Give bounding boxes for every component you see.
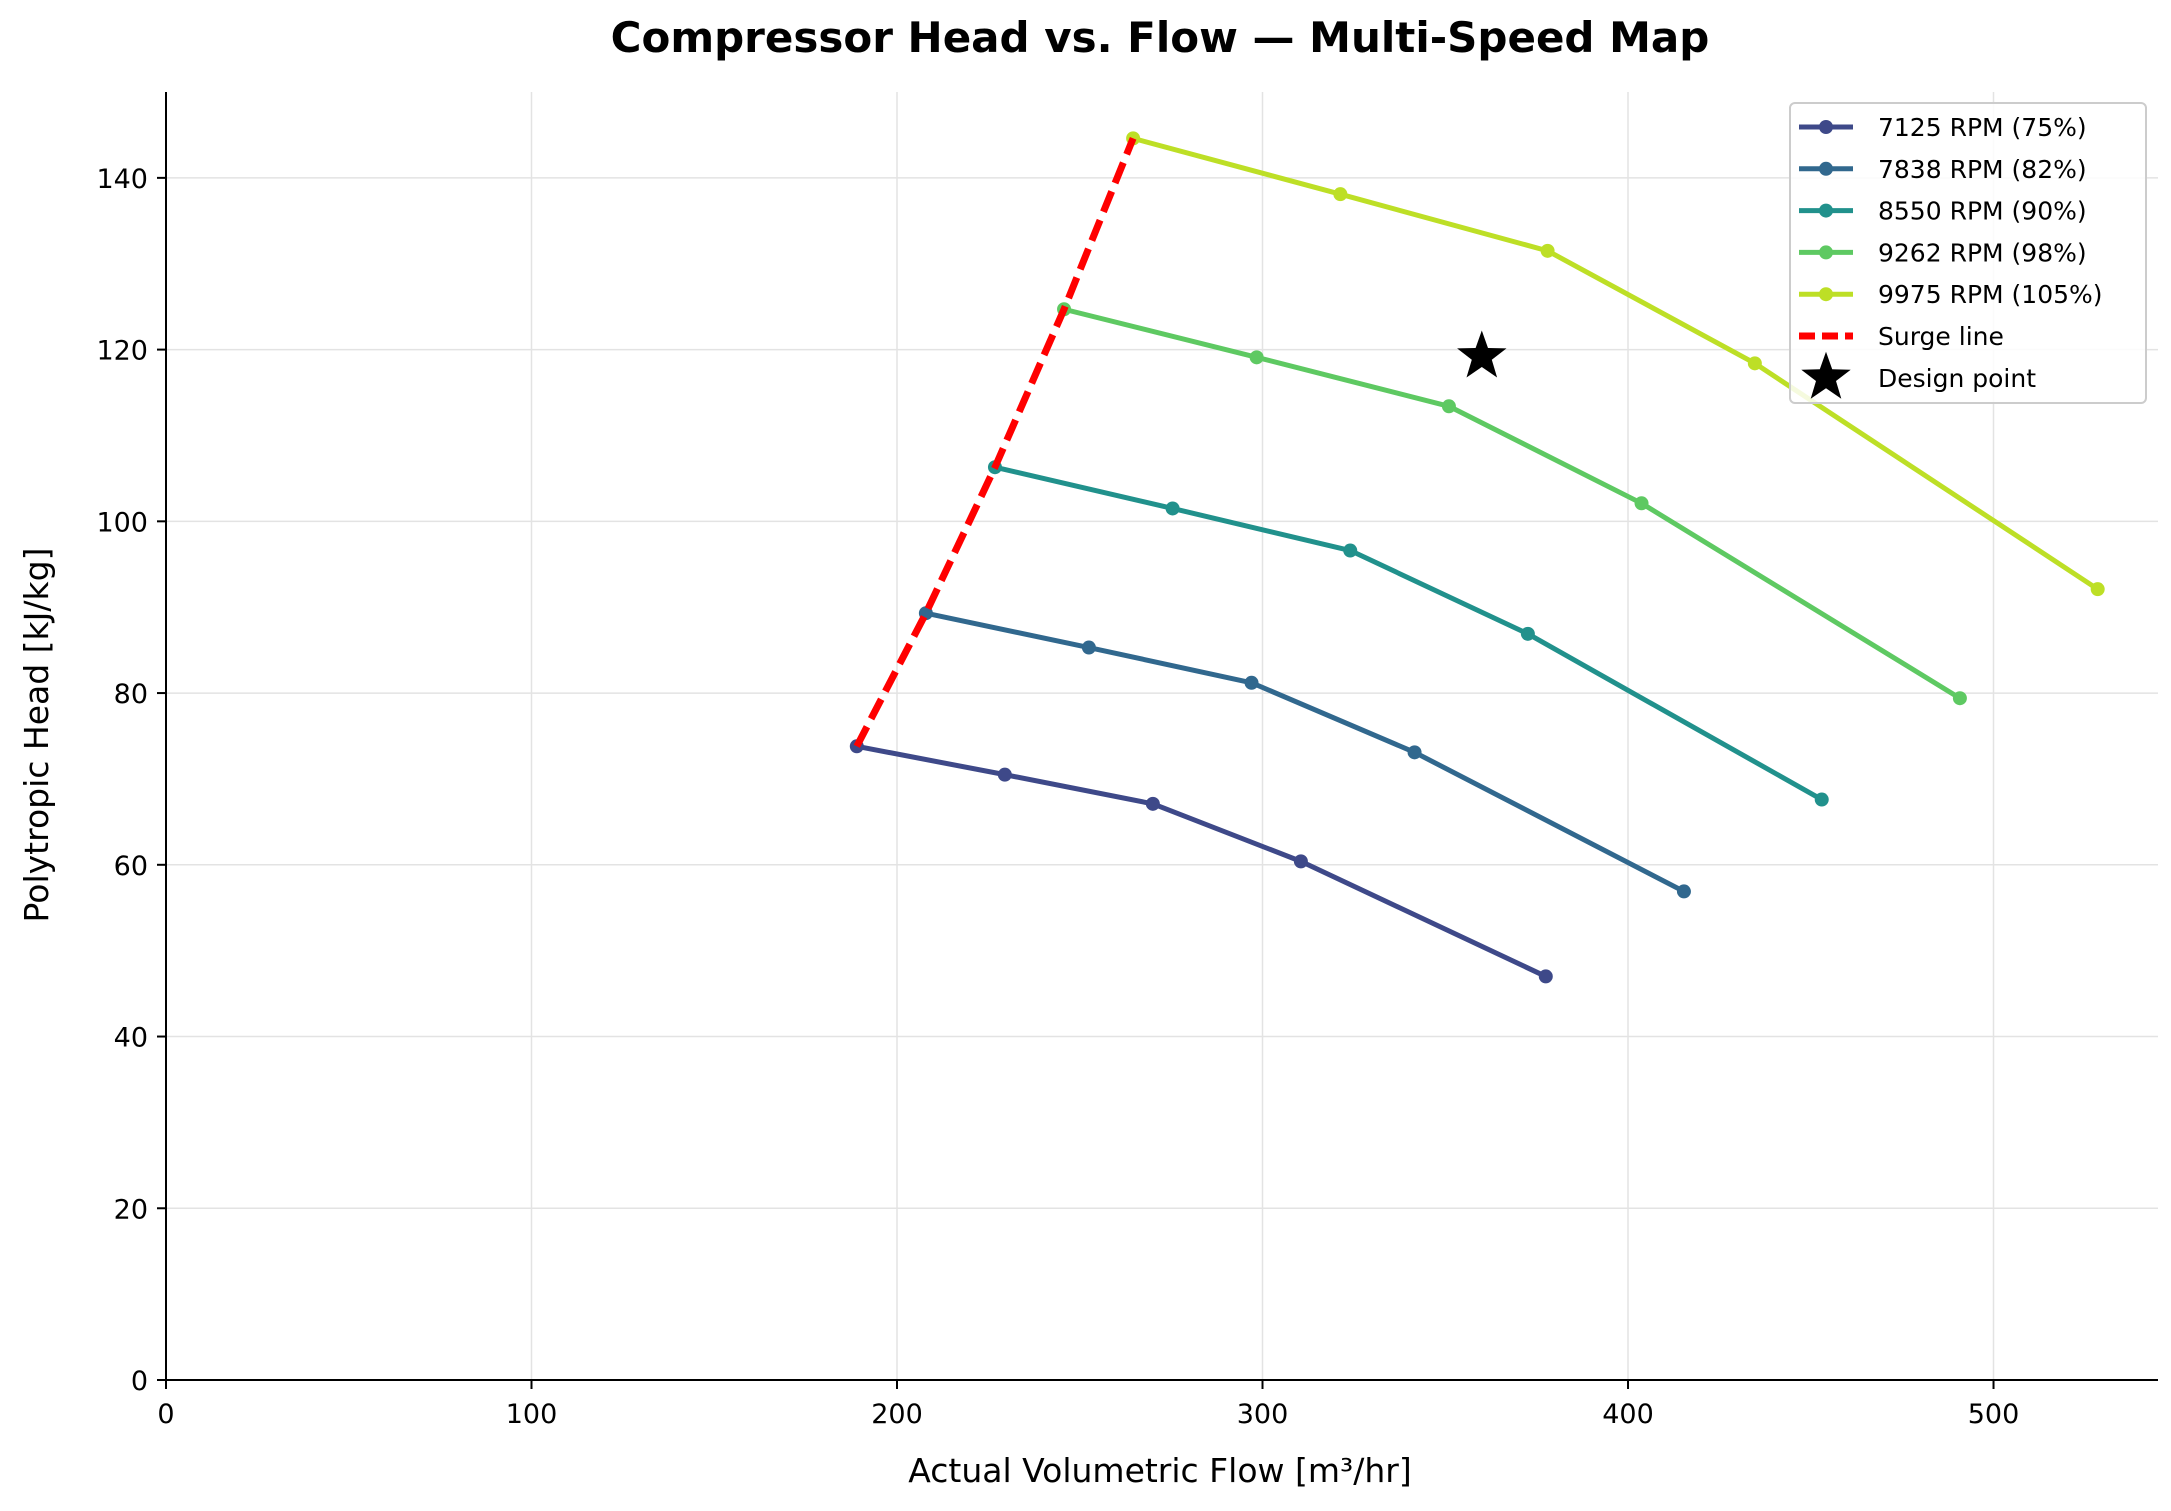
- legend-label: 7125 RPM (75%): [1878, 113, 2087, 142]
- series-point: [1244, 675, 1259, 690]
- y-axis-label: Polytropic Head [kJ/kg]: [17, 548, 56, 923]
- series-point: [1333, 187, 1348, 202]
- legend-label: 8550 RPM (90%): [1878, 197, 2087, 226]
- series-point: [1249, 350, 1264, 365]
- design-point-group: [1457, 330, 1507, 378]
- series-point: [1747, 356, 1762, 371]
- surge-line-group: [853, 137, 1137, 748]
- series-point: [1634, 496, 1649, 511]
- y-tick-label: 60: [114, 851, 148, 882]
- x-axis-label: Actual Volumetric Flow [m³/hr]: [908, 1451, 1411, 1490]
- y-tick-label: 80: [114, 679, 148, 710]
- series-point: [1540, 243, 1555, 258]
- series-point: [1407, 745, 1422, 760]
- legend-marker: [1819, 161, 1833, 176]
- y-tick-label: 40: [114, 1023, 148, 1054]
- legend-marker: [1819, 287, 1833, 302]
- legend-marker: [1819, 120, 1833, 134]
- legend-marker: [1819, 203, 1833, 218]
- x-tick-label: 300: [1237, 1399, 1289, 1430]
- series-lines: [849, 131, 2105, 984]
- series-point: [1145, 796, 1160, 811]
- chart-title: Compressor Head vs. Flow — Multi-Speed M…: [611, 13, 1710, 62]
- x-tick-label: 200: [871, 1399, 923, 1430]
- series-point: [1676, 884, 1691, 899]
- series-point: [1165, 501, 1180, 516]
- y-ticks: 0 20 40 60 80 100 120 140: [96, 164, 166, 1397]
- legend: 7125 RPM (75%) 7838 RPM (82%) 8550 RPM (90…: [1789, 102, 2147, 404]
- series-point: [997, 767, 1012, 782]
- y-tick-label: 140: [96, 164, 148, 195]
- x-tick-label: 500: [1968, 1399, 2020, 1430]
- x-tick-label: 0: [157, 1399, 174, 1430]
- x-tick-label: 400: [1602, 1399, 1654, 1430]
- x-ticks: 0 100 200 300 400 500: [157, 1380, 2019, 1430]
- design-point-star: [1457, 330, 1507, 378]
- legend-label: 7838 RPM (82%): [1878, 155, 2087, 184]
- legend-design-star: [1801, 351, 1851, 399]
- legend-label: 9975 RPM (105%): [1878, 280, 2103, 309]
- axes: [165, 92, 2158, 1381]
- series-point: [1343, 543, 1358, 558]
- legend-label: Surge line: [1878, 322, 2004, 351]
- surge-line: [853, 137, 1137, 748]
- y-tick-label: 120: [96, 336, 148, 367]
- series-point: [1520, 626, 1535, 641]
- y-tick-label: 0: [131, 1366, 148, 1397]
- series-point: [1081, 640, 1096, 655]
- y-tick-label: 100: [96, 507, 148, 538]
- legend-label: Design point: [1878, 364, 2036, 393]
- y-tick-label: 20: [114, 1194, 148, 1225]
- legend-box: [1789, 102, 2147, 404]
- x-tick-label: 100: [506, 1399, 558, 1430]
- series-point: [1952, 691, 1967, 706]
- series-point: [2090, 582, 2105, 597]
- legend-marker: [1819, 245, 1833, 260]
- series-point: [1293, 854, 1308, 869]
- series-point: [1538, 969, 1553, 984]
- series-point: [1441, 399, 1456, 414]
- series-line: [854, 743, 1549, 979]
- legend-label: 9262 RPM (98%): [1878, 238, 2087, 267]
- series-point: [1814, 792, 1829, 807]
